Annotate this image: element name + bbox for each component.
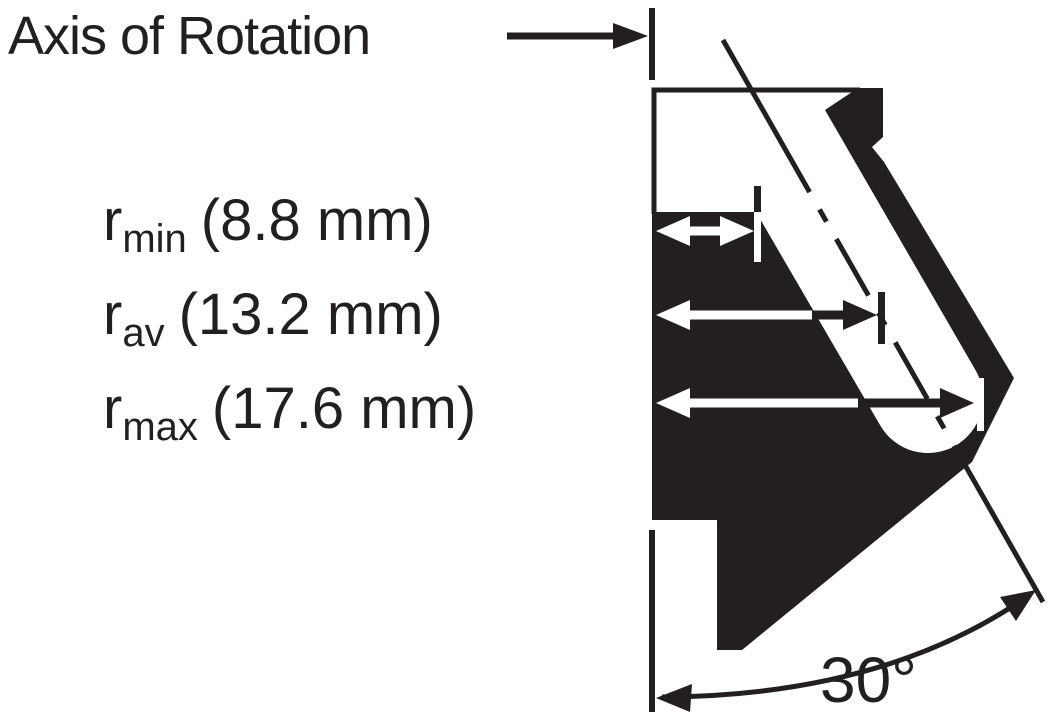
rmin-label: rmin (8.8 mm) (103, 186, 433, 262)
axis-pointer-arrowhead-icon (613, 23, 648, 49)
rmax-left-arrowhead-icon (656, 388, 690, 418)
rmax-value: (17.6 mm) (211, 376, 477, 441)
rav-tick (878, 292, 885, 344)
angle-arc-right-arrowhead-icon (1000, 590, 1036, 621)
rotor-body-silhouette (652, 88, 1014, 650)
rmin-value: (8.8 mm) (200, 188, 433, 253)
rmin-symbol: r (103, 188, 123, 253)
rav-value: (13.2 mm) (178, 282, 443, 347)
rav-subscript: av (122, 311, 165, 355)
rmax-symbol: r (103, 376, 123, 441)
rmax-subscript: max (122, 405, 198, 449)
rmin-right-arrowhead-icon (720, 216, 754, 246)
rav-symbol: r (103, 282, 123, 347)
hollow-interior-outline (651, 87, 860, 214)
rmin-tick-upper (754, 186, 761, 212)
rmax-right-arrowhead-icon (940, 388, 974, 418)
rav-left-arrowhead-icon (656, 300, 690, 330)
rmax-tick (977, 378, 984, 431)
rav-right-arrowhead-icon (843, 300, 877, 330)
rmin-left-arrowhead-icon (656, 216, 690, 246)
rmax-label: rmax (17.6 mm) (103, 374, 476, 450)
angle-arc (661, 597, 1024, 700)
rmin-subscript: min (122, 217, 187, 261)
angle-arc-left-arrowhead-icon (656, 684, 692, 712)
axis-of-rotation-label: Axis of Rotation (8, 6, 371, 66)
rav-label: rav (13.2 mm) (103, 280, 443, 356)
angle-value-label: 30° (820, 644, 917, 716)
rmin-tick-lower (754, 212, 761, 262)
